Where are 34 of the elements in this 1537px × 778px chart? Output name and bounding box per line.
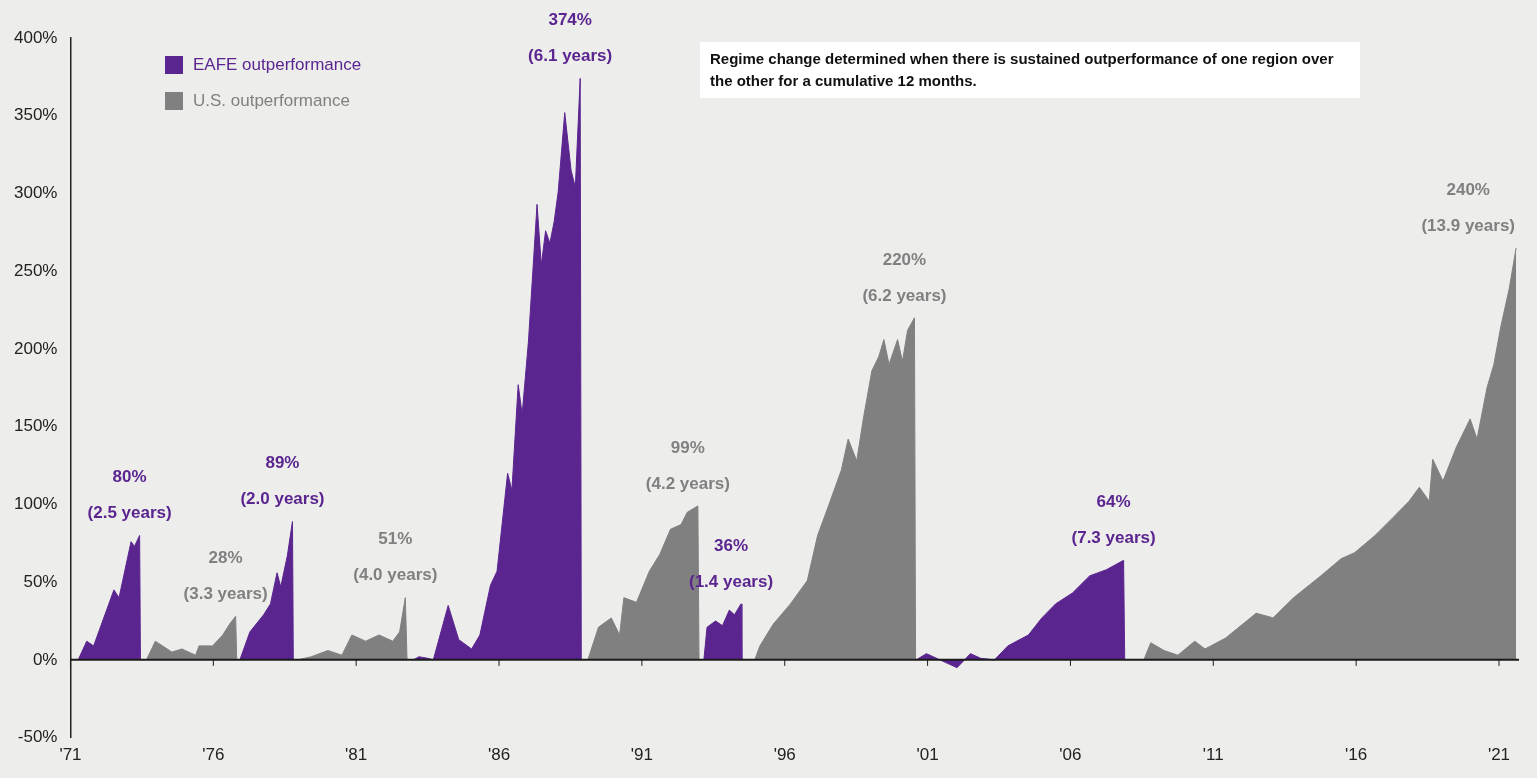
annotation: 28% (3.3 years) [183, 548, 268, 604]
annotation: 99% (4.2 years) [645, 437, 730, 493]
y-tick-label: -50% [17, 727, 58, 747]
annotation: 240% (13.9 years) [1421, 179, 1516, 235]
annotation: 374% (6.1 years) [528, 10, 613, 66]
y-tick-label: 300% [14, 183, 58, 203]
x-tick-label: '81 [345, 745, 368, 765]
y-tick-label: 0% [32, 649, 58, 669]
x-tick-label: '21 [1487, 745, 1511, 765]
x-tick-label: '86 [487, 745, 511, 765]
legend-label: U.S. outperformance [193, 91, 350, 111]
y-tick-label: 350% [14, 105, 58, 125]
x-tick-label: '91 [630, 745, 653, 765]
x-tick-label: '11 [1202, 745, 1224, 765]
x-tick-label: '06 [1059, 745, 1082, 765]
y-tick-label: 200% [14, 338, 58, 358]
annotation: 89% (2.0 years) [240, 453, 325, 509]
annotation: 220% (6.2 years) [862, 249, 947, 305]
y-tick-label: 400% [14, 27, 58, 47]
annotation: 80% (2.5 years) [87, 467, 172, 523]
y-tick-label: 150% [14, 416, 58, 436]
x-tick-label: '71 [59, 745, 82, 765]
y-tick-label: 250% [14, 260, 58, 280]
annotation: 36% (1.4 years) [688, 535, 774, 591]
x-tick-label: '76 [202, 745, 225, 765]
y-tick-label: 50% [23, 571, 58, 591]
x-tick-label: '96 [773, 745, 796, 765]
annotation: Regime change determined when there is sustained outperformance of one region over the other for a cumulative 12 months. [700, 42, 1360, 98]
annotation: 64% (7.3 years) [1071, 492, 1156, 548]
x-tick-label: '01 [916, 745, 939, 765]
y-tick-label: 100% [14, 494, 58, 514]
legend-label: EAFE outperformance [193, 55, 362, 75]
annotation: 51% (4.0 years) [353, 529, 438, 585]
x-tick-label: '16 [1345, 745, 1368, 765]
